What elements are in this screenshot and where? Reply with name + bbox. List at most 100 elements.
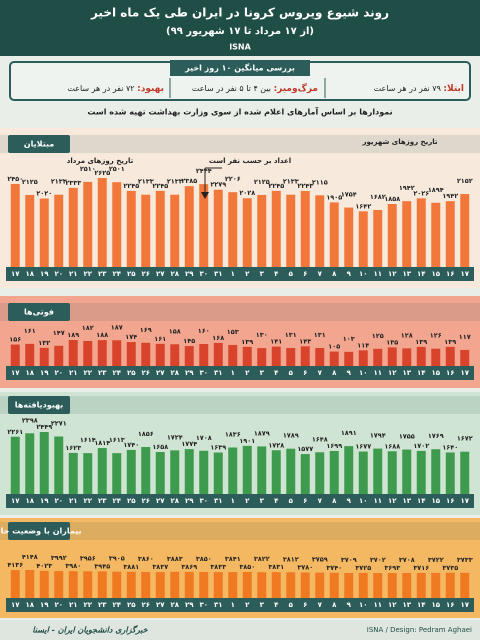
summary-text: بین ۴ تا ۵ نفر در ساعت (192, 84, 271, 93)
x-tick-label: ۲۸ (170, 369, 179, 377)
bar (39, 432, 49, 494)
value-label: ۲۰۲۸ (239, 189, 255, 197)
value-label: ۱۱۷ (459, 333, 471, 341)
x-tick-label: ۱۷ (460, 369, 469, 377)
value-label: ۱۷۹۴ (370, 432, 386, 440)
note: نمودارها بر اساس آمارهای اعلام شده از سو… (87, 107, 392, 118)
header-title: روند شیوع ویروس کرونا در ایران طی یک ماه… (90, 6, 389, 21)
value-label: ۳۷۲۵ (355, 564, 371, 572)
bar (126, 190, 136, 267)
bar (387, 204, 397, 267)
value-label: ۱۶۲۳ (65, 444, 81, 452)
panel-tab (0, 522, 480, 540)
summary-text: ۷۲ نفر در هر ساعت (67, 84, 134, 93)
x-tick-label: ۱۸ (25, 601, 34, 609)
x-tick-label: ۶ (303, 369, 307, 377)
bar (83, 340, 93, 366)
bar (199, 450, 209, 494)
bar (373, 348, 383, 366)
value-label: ۱۸۷ (111, 323, 123, 331)
x-tick-label: ۲۴ (112, 270, 121, 278)
bar (344, 572, 354, 598)
x-tick-label: ۱۲ (388, 270, 397, 278)
x-tick-label: ۱۲ (388, 497, 397, 505)
bar (271, 572, 281, 598)
x-tick-label: ۴ (274, 601, 279, 609)
summary-item: ابتلا: ۷۹ نفر در هر ساعت (374, 84, 464, 94)
bar (402, 449, 412, 494)
bar (213, 452, 223, 494)
bar (141, 342, 151, 366)
bar (387, 347, 397, 366)
bar (112, 453, 122, 494)
value-label: ۱۶۸۸ (384, 442, 400, 450)
annotation-arrow (201, 192, 209, 199)
bar (170, 450, 180, 494)
x-tick-label: ۳ (260, 497, 265, 505)
value-label: ۱۳۱ (285, 331, 297, 339)
x-tick-label: ۱۴ (417, 497, 426, 505)
x-tick-label: ۲۹ (185, 369, 194, 377)
bar (344, 446, 354, 494)
bar (184, 346, 194, 366)
x-tick-label: ۲۱ (69, 497, 78, 505)
x-tick-label: ۱۹ (40, 601, 49, 609)
bar (373, 573, 383, 598)
x-tick-label: ۳ (260, 601, 265, 609)
x-tick-label: ۱۷ (460, 497, 469, 505)
x-axis-strip (6, 366, 474, 380)
bar (68, 187, 78, 267)
bar (329, 450, 339, 494)
value-label: ۱۷۴۰ (123, 441, 139, 449)
bar (286, 194, 296, 267)
x-tick-label: ۲۰ (54, 601, 63, 609)
value-label: ۱۹۰۱ (239, 437, 255, 445)
bar (54, 436, 64, 494)
x-tick-label: ۱۶ (446, 497, 455, 505)
bar (54, 194, 64, 267)
x-tick-label: ۲۵ (127, 270, 136, 278)
value-label: ۳۷۳۵ (442, 564, 458, 572)
value-label: ۱۸۹ (67, 331, 79, 339)
bar (286, 448, 296, 494)
bar (155, 190, 165, 267)
value-label: ۱۳۵ (386, 338, 398, 346)
bar (242, 346, 252, 366)
value-label: ۲۲۷۱ (51, 420, 67, 428)
x-tick-label: ۱۰ (359, 601, 368, 609)
x-tick-label: ۱۳ (402, 601, 411, 609)
x-tick-label: ۹ (347, 369, 352, 377)
bar (184, 186, 194, 267)
x-tick-label: ۱ (231, 270, 235, 278)
annotation: تاریخ روزهای مرداد (67, 157, 134, 165)
value-label: ۳۸۸۱ (123, 563, 139, 571)
bar (242, 198, 252, 267)
bar (54, 571, 64, 598)
summary-label: بهبود: (137, 84, 164, 94)
value-label: ۱۹۰۵ (326, 193, 342, 201)
value-label: ۱۷۵۴ (341, 191, 357, 199)
value-label: ۱۶۷۲ (457, 435, 473, 443)
value-label: ۱۰۳ (343, 335, 355, 343)
x-tick-label: ۱۲ (388, 369, 397, 377)
x-tick-label: ۲۷ (156, 601, 165, 609)
bar (112, 340, 122, 366)
value-label: ۱۴۷ (53, 329, 65, 337)
bar (344, 207, 354, 267)
bar (83, 571, 93, 598)
x-tick-label: ۳۰ (199, 497, 208, 505)
summary-tab (170, 60, 310, 76)
value-label: ۱۷۵۵ (399, 433, 415, 441)
value-label: ۳۸۵۰ (196, 555, 212, 563)
x-tick-label: ۵ (289, 601, 294, 609)
x-tick-label: ۱۹ (40, 497, 49, 505)
bar (257, 572, 267, 598)
x-tick-label: ۷ (318, 270, 323, 278)
panel-tab (8, 135, 70, 153)
summary-item: مرگ‌ومیر: بین ۴ تا ۵ نفر در ساعت (192, 82, 318, 94)
value-label: ۱۴۳ (299, 337, 311, 345)
value-label: ۱۳۹ (415, 338, 427, 346)
value-label: ۱۲۶ (430, 332, 442, 340)
bar (358, 451, 368, 494)
bar (445, 201, 455, 267)
